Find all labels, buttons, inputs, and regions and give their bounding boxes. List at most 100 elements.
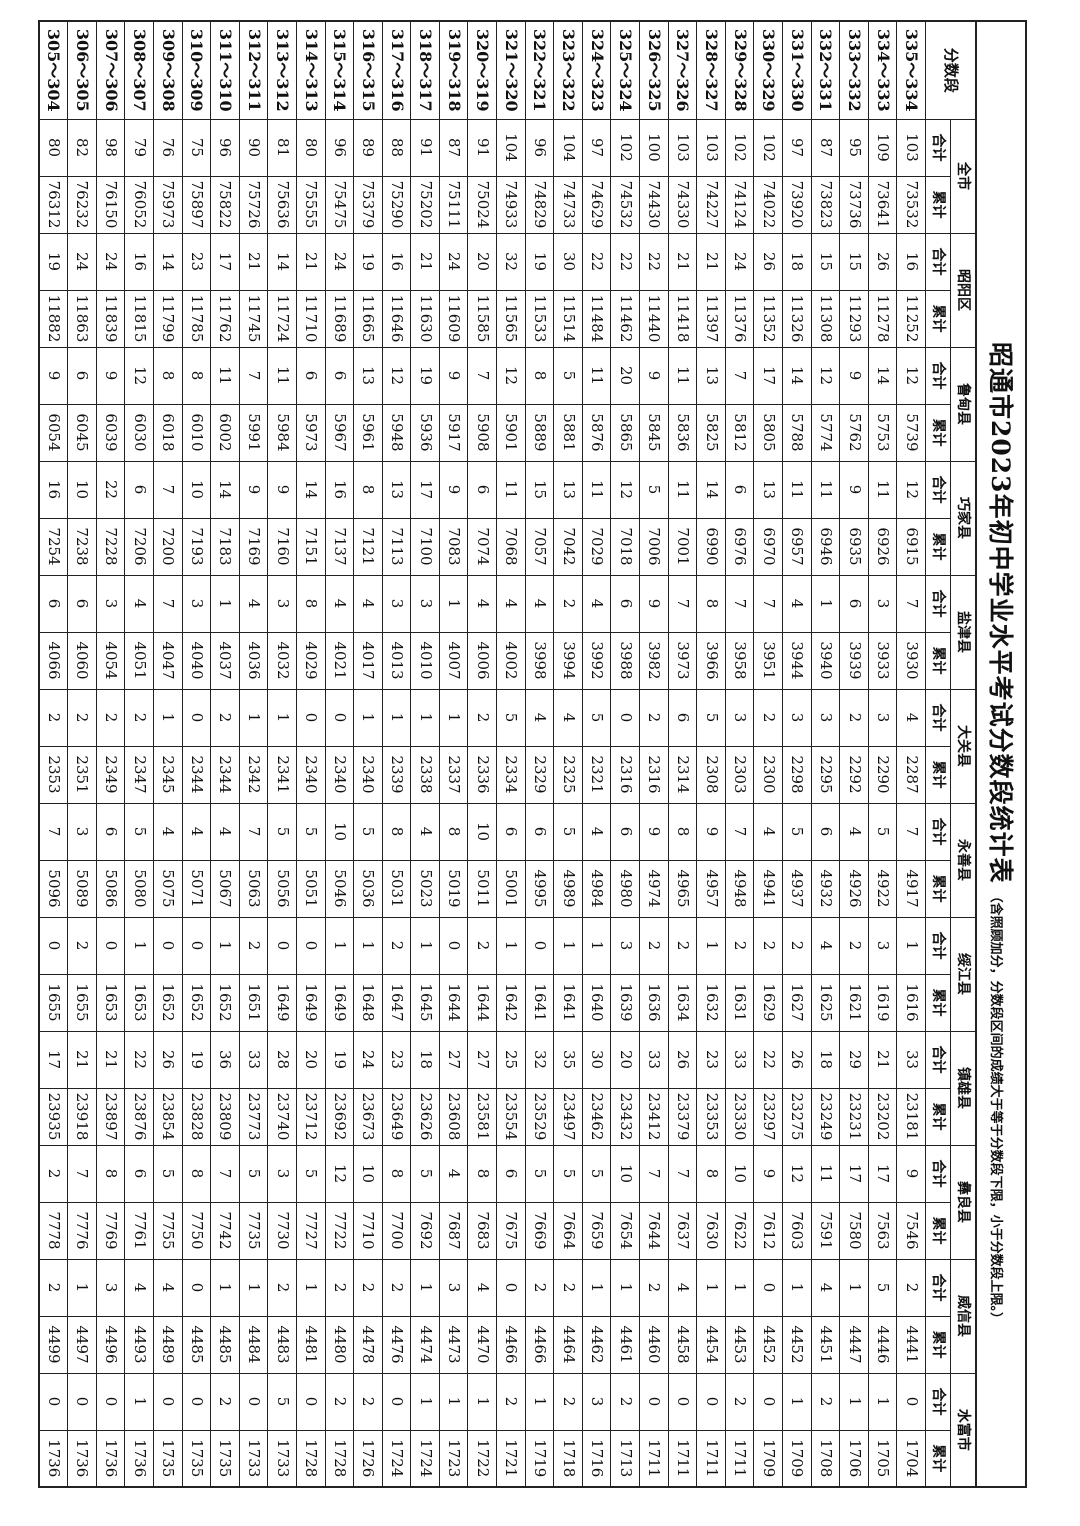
title-row: 昭通市2023年初中学业水平考试分数段统计表 （含照顾加分，分数段区间的成绩大于等… — [976, 21, 1026, 1487]
region-header: 鲁甸县 — [950, 347, 976, 461]
total-header: 合计 — [925, 1373, 951, 1430]
total-cell: 2 — [38, 1259, 68, 1316]
score-range-cell: 335～334 — [896, 21, 926, 119]
total-cell: 12 — [496, 347, 526, 404]
total-cell: 5 — [296, 1145, 326, 1202]
total-cell: 76 — [153, 119, 183, 176]
cumulative-cell: 74430 — [639, 176, 669, 233]
cumulative-cell: 7675 — [496, 1202, 526, 1259]
total-cell: 0 — [182, 1259, 211, 1316]
total-cell: 21 — [868, 1031, 897, 1088]
cumulative-cell: 4054 — [96, 632, 125, 689]
total-cell: 6 — [325, 347, 354, 404]
cumulative-cell: 5881 — [553, 404, 583, 461]
cumulative-cell: 11799 — [153, 290, 183, 347]
cumulative-cell: 3973 — [668, 632, 697, 689]
cumulative-cell: 75636 — [267, 176, 297, 233]
cumulative-cell: 1723 — [439, 1430, 468, 1487]
cumulative-cell: 4473 — [439, 1316, 468, 1373]
total-cell: 1 — [267, 689, 297, 746]
cumulative-cell: 1636 — [639, 974, 669, 1031]
cumulative-cell: 7700 — [382, 1202, 411, 1259]
total-cell: 8 — [382, 1145, 411, 1202]
cumulative-cell: 11440 — [639, 290, 669, 347]
cumulative-cell: 7254 — [38, 518, 68, 575]
total-header: 合计 — [925, 1145, 951, 1202]
cumulative-cell: 23297 — [753, 1088, 783, 1145]
score-range-cell: 322～321 — [525, 21, 554, 119]
cumulative-cell: 4470 — [468, 1316, 497, 1373]
cumulative-cell: 4984 — [582, 860, 611, 917]
cumulative-cell: 7160 — [267, 518, 297, 575]
cumulative-cell: 5812 — [725, 404, 754, 461]
cumulative-cell: 7683 — [468, 1202, 497, 1259]
cumulative-cell: 1733 — [239, 1430, 268, 1487]
total-cell: 8 — [153, 347, 183, 404]
cumulative-cell: 6915 — [896, 518, 926, 575]
total-cell: 6 — [610, 575, 640, 632]
total-cell: 14 — [267, 233, 297, 290]
cumulative-cell: 1708 — [811, 1430, 840, 1487]
total-cell: 35 — [553, 1031, 583, 1088]
cumulative-cell: 2325 — [553, 746, 583, 803]
total-cell: 1 — [410, 689, 440, 746]
total-cell: 17 — [38, 1031, 68, 1088]
cumulative-cell: 5031 — [382, 860, 411, 917]
cumulative-cell: 74629 — [582, 176, 611, 233]
total-cell: 8 — [182, 347, 211, 404]
total-cell: 10 — [67, 461, 97, 518]
cumulative-cell: 7200 — [153, 518, 183, 575]
region-header-row: 分数段 全市 昭阳区 鲁甸县 巧家县 盐津县 大关县 永善县 绥江县 镇雄县 彝良县 威信县 水富市 — [925, 21, 976, 1487]
cumulative-cell: 11710 — [296, 290, 326, 347]
cumulative-cell: 23412 — [639, 1088, 669, 1145]
cumulative-cell: 5023 — [410, 860, 440, 917]
total-cell: 11 — [267, 347, 297, 404]
cumulative-cell: 1706 — [839, 1430, 869, 1487]
total-cell: 2 — [353, 1259, 383, 1316]
total-cell: 1 — [525, 1373, 554, 1430]
cumulative-cell: 3982 — [639, 632, 669, 689]
cumulative-cell: 2351 — [67, 746, 97, 803]
cumulative-header: 累计 — [925, 1202, 951, 1259]
total-cell: 11 — [582, 461, 611, 518]
total-cell: 4 — [582, 803, 611, 860]
table-row: 333～332 95 73736 15 11293 9 5762 9 6935 6 3939 2 229… — [839, 21, 869, 1487]
title-cell: 昭通市2023年初中学业水平考试分数段统计表 （含照顾加分，分数段区间的成绩大于等… — [976, 21, 1026, 1487]
total-cell: 11 — [668, 347, 697, 404]
total-cell: 2 — [210, 689, 240, 746]
cumulative-cell: 7121 — [353, 518, 383, 575]
total-cell: 2 — [725, 917, 754, 974]
total-cell: 0 — [38, 917, 68, 974]
region-header: 威信县 — [950, 1259, 976, 1373]
cumulative-cell: 4466 — [525, 1316, 554, 1373]
cumulative-cell: 3951 — [753, 632, 783, 689]
cumulative-cell: 2353 — [38, 746, 68, 803]
score-range-cell: 319～318 — [439, 21, 468, 119]
cumulative-cell: 5056 — [267, 860, 297, 917]
total-cell: 30 — [553, 233, 583, 290]
cumulative-cell: 7778 — [38, 1202, 68, 1259]
total-cell: 11 — [582, 347, 611, 404]
cumulative-cell: 3992 — [582, 632, 611, 689]
cumulative-cell: 4499 — [38, 1316, 68, 1373]
total-cell: 3 — [811, 689, 840, 746]
table-row: 334～333 109 73641 26 11278 14 5753 11 6926 3 3933 3… — [868, 21, 897, 1487]
cumulative-cell: 73736 — [839, 176, 869, 233]
table-row: 316～315 89 75379 19 11665 13 5961 8 7121 4 4017 1 23… — [353, 21, 383, 1487]
cumulative-header: 累计 — [925, 176, 951, 233]
cumulative-cell: 5845 — [639, 404, 669, 461]
total-header: 合计 — [925, 917, 951, 974]
cumulative-cell: 1642 — [496, 974, 526, 1031]
cumulative-cell: 11326 — [782, 290, 812, 347]
cumulative-cell: 5825 — [696, 404, 726, 461]
total-cell: 5 — [582, 689, 611, 746]
cumulative-cell: 7659 — [582, 1202, 611, 1259]
total-cell: 5 — [868, 1259, 897, 1316]
score-range-cell: 321～320 — [496, 21, 526, 119]
cumulative-cell: 4483 — [267, 1316, 297, 1373]
total-cell: 0 — [296, 689, 326, 746]
cumulative-cell: 5973 — [296, 404, 326, 461]
cumulative-cell: 23249 — [811, 1088, 840, 1145]
cumulative-cell: 4452 — [782, 1316, 812, 1373]
total-cell: 0 — [696, 1373, 726, 1430]
